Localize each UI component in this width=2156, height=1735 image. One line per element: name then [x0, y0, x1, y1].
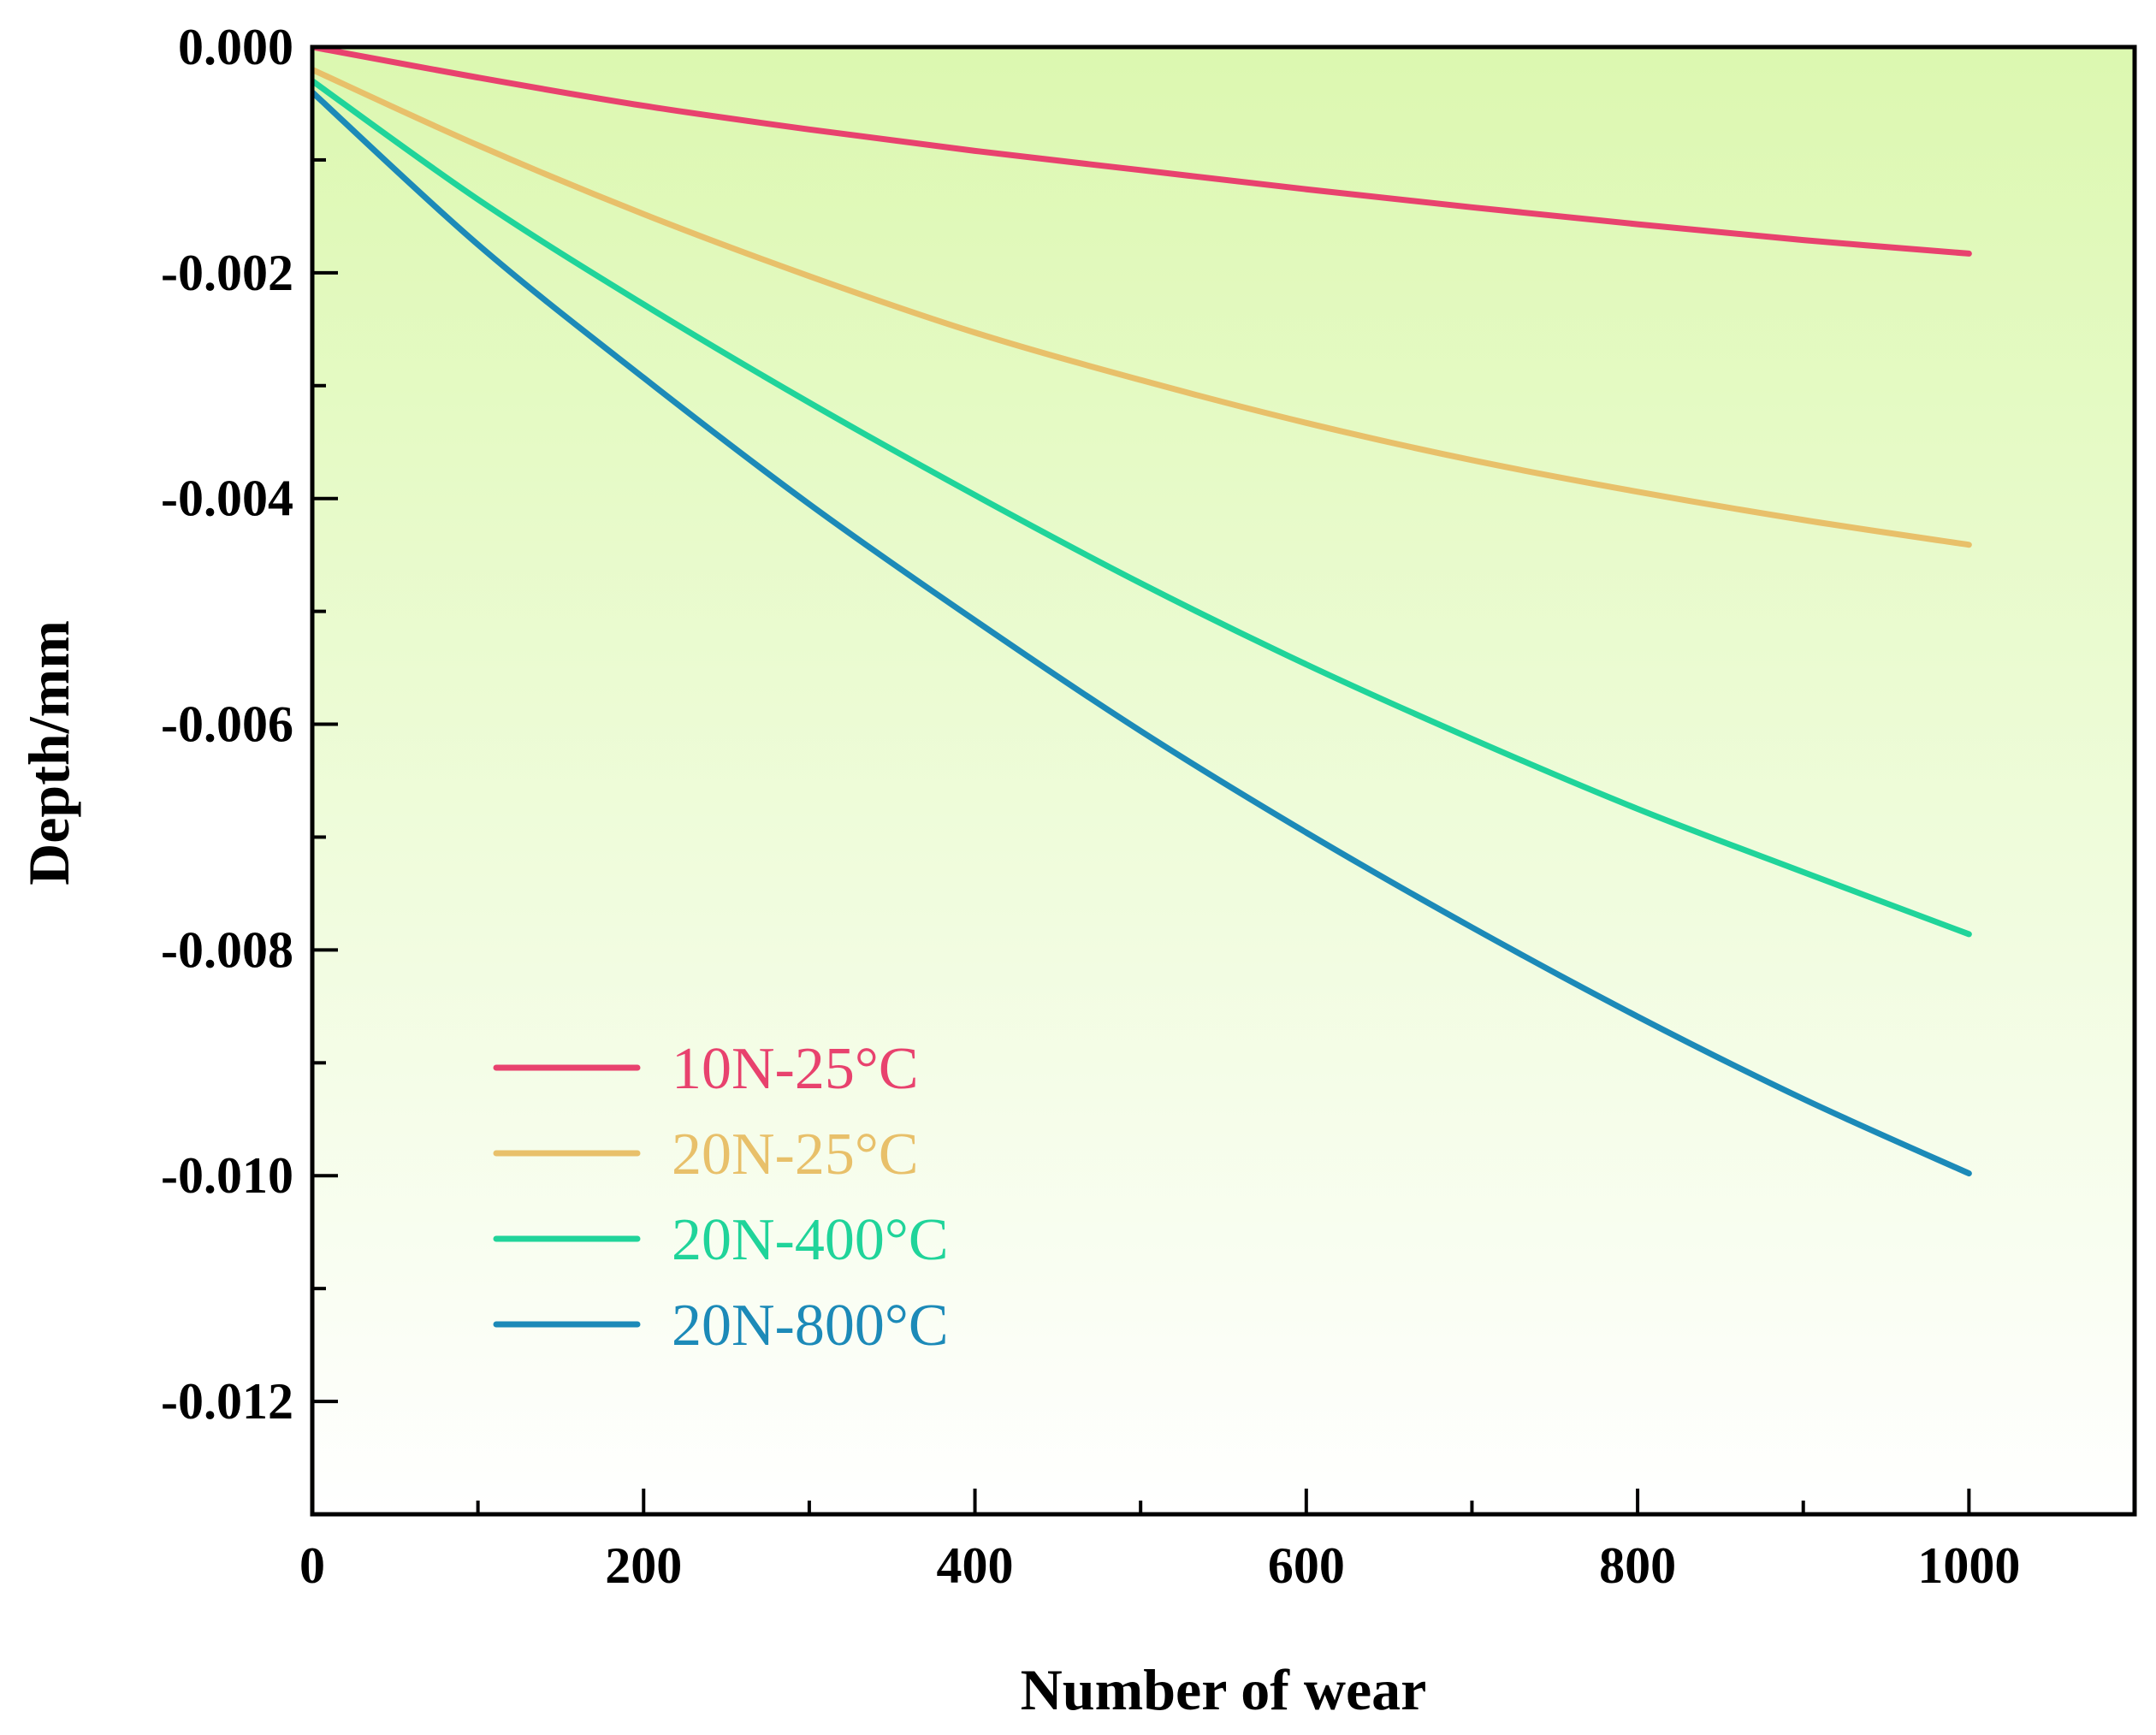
x-tick-label: 600	[1268, 1537, 1345, 1594]
series-line-20n-25-c	[312, 66, 1972, 548]
y-tick-label: -0.002	[161, 245, 293, 301]
x-tick-label: 400	[937, 1537, 1014, 1594]
x-tick-label: 200	[605, 1537, 682, 1594]
plot-frame	[310, 44, 2137, 1517]
series-line-20n-800-c	[312, 89, 1972, 1177]
legend-label: 10N-25°C	[672, 1036, 919, 1102]
legend-label: 20N-25°C	[672, 1122, 919, 1187]
y-tick-label: -0.012	[161, 1373, 293, 1430]
x-tick-label: 800	[1599, 1537, 1676, 1594]
series-line-10n-25-c	[312, 47, 1972, 257]
y-tick-label: -0.008	[161, 921, 293, 978]
y-axis-title: Depth/mm	[16, 620, 81, 885]
series-line-20n-400-c	[312, 78, 1972, 938]
y-tick-label: 0.000	[178, 19, 293, 75]
legend-label: 20N-800°C	[672, 1293, 949, 1359]
y-tick-label: -0.004	[161, 471, 293, 527]
y-tick-label: -0.010	[161, 1147, 293, 1204]
legend-label: 20N-400°C	[672, 1207, 949, 1273]
x-tick-label: 1000	[1917, 1537, 2020, 1594]
y-tick-label: -0.006	[161, 696, 293, 753]
legend: 10N-25°C 20N-25°C 20N-400°C 20N-800°C	[493, 1036, 949, 1359]
x-axis-title: Number of wear	[1021, 1657, 1427, 1722]
x-tick-label: 0	[299, 1537, 325, 1594]
